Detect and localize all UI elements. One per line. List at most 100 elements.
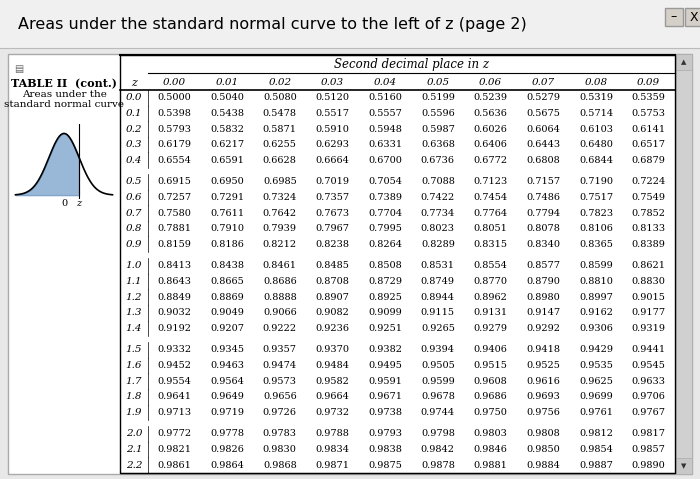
Text: 0.5832: 0.5832 — [210, 125, 244, 134]
Text: 0.9207: 0.9207 — [210, 324, 244, 333]
Text: 0.6844: 0.6844 — [579, 156, 613, 165]
Text: 0.6628: 0.6628 — [262, 156, 297, 165]
Text: 0.7517: 0.7517 — [579, 193, 613, 202]
Text: 0.9345: 0.9345 — [210, 345, 244, 354]
Text: 0.9767: 0.9767 — [631, 408, 666, 417]
Text: 0.6: 0.6 — [126, 193, 142, 202]
Text: 0.9671: 0.9671 — [368, 392, 402, 401]
Text: 0.7549: 0.7549 — [631, 193, 666, 202]
Text: 0.9429: 0.9429 — [579, 345, 613, 354]
Text: 0.8159: 0.8159 — [158, 240, 191, 249]
Text: X: X — [690, 11, 699, 23]
Text: 0.9656: 0.9656 — [263, 392, 297, 401]
Text: 0.7324: 0.7324 — [262, 193, 297, 202]
Text: 0.7054: 0.7054 — [368, 177, 402, 186]
Text: 0.6517: 0.6517 — [631, 140, 666, 149]
Text: 0.9881: 0.9881 — [474, 461, 508, 470]
Text: ▲: ▲ — [681, 59, 687, 65]
Text: 0.5910: 0.5910 — [316, 125, 349, 134]
Text: 0.9082: 0.9082 — [316, 308, 349, 317]
Text: 0.9803: 0.9803 — [474, 430, 508, 438]
Text: 0.9: 0.9 — [126, 240, 142, 249]
Text: 0.9726: 0.9726 — [262, 408, 297, 417]
Text: z: z — [76, 199, 82, 208]
Text: 0.8485: 0.8485 — [316, 262, 349, 270]
Text: 0.7939: 0.7939 — [262, 224, 297, 233]
Text: 0.8729: 0.8729 — [368, 277, 402, 286]
Text: 0.7580: 0.7580 — [158, 208, 191, 217]
Text: 0.2: 0.2 — [126, 125, 142, 134]
Text: 0.9192: 0.9192 — [158, 324, 191, 333]
Text: 0.8888: 0.8888 — [263, 293, 297, 302]
Text: 0.7: 0.7 — [126, 208, 142, 217]
Text: 0.7704: 0.7704 — [368, 208, 402, 217]
Text: ▤: ▤ — [14, 64, 23, 74]
Text: 0.9808: 0.9808 — [526, 430, 560, 438]
Text: 0.9788: 0.9788 — [316, 430, 349, 438]
Text: Areas under the standard normal curve to the left of z (page 2): Areas under the standard normal curve to… — [18, 17, 526, 33]
Text: 0.09: 0.09 — [637, 78, 660, 87]
Text: 0.8962: 0.8962 — [474, 293, 508, 302]
Text: 0.8238: 0.8238 — [316, 240, 349, 249]
Text: 0.9222: 0.9222 — [262, 324, 297, 333]
Text: 0.9884: 0.9884 — [526, 461, 560, 470]
Text: 0.9812: 0.9812 — [579, 430, 613, 438]
Text: 0.9778: 0.9778 — [210, 430, 244, 438]
Text: 0.9817: 0.9817 — [631, 430, 666, 438]
Text: 0.9857: 0.9857 — [631, 445, 666, 454]
Text: 0.9279: 0.9279 — [473, 324, 508, 333]
Text: 0.9406: 0.9406 — [474, 345, 508, 354]
Text: 0.9474: 0.9474 — [262, 361, 297, 370]
Text: 0.6103: 0.6103 — [579, 125, 613, 134]
Text: 0.7967: 0.7967 — [316, 224, 349, 233]
Text: 0.7257: 0.7257 — [158, 193, 191, 202]
Text: 0.5438: 0.5438 — [210, 109, 244, 118]
Text: 1.4: 1.4 — [126, 324, 142, 333]
Text: 0.9699: 0.9699 — [579, 392, 612, 401]
Text: 0.5948: 0.5948 — [368, 125, 402, 134]
Text: 0.02: 0.02 — [268, 78, 291, 87]
Text: 0.9732: 0.9732 — [316, 408, 349, 417]
Text: 0.6950: 0.6950 — [210, 177, 244, 186]
Text: 0.7224: 0.7224 — [631, 177, 666, 186]
Text: 0.9678: 0.9678 — [421, 392, 455, 401]
Text: 0.8790: 0.8790 — [526, 277, 560, 286]
Text: 0.9115: 0.9115 — [421, 308, 455, 317]
Text: 0.9625: 0.9625 — [579, 376, 613, 386]
Text: 0.7852: 0.7852 — [631, 208, 666, 217]
Text: 2.1: 2.1 — [126, 445, 142, 454]
Text: 0.5120: 0.5120 — [316, 93, 349, 103]
Text: 0.7881: 0.7881 — [158, 224, 191, 233]
Text: 1.1: 1.1 — [126, 277, 142, 286]
Text: 0.8944: 0.8944 — [421, 293, 455, 302]
Text: 0.9744: 0.9744 — [421, 408, 455, 417]
Text: z: z — [131, 78, 137, 88]
Text: 0.7190: 0.7190 — [579, 177, 613, 186]
Text: 0.9761: 0.9761 — [579, 408, 613, 417]
Bar — [676, 458, 692, 474]
Text: 0.1: 0.1 — [126, 109, 142, 118]
Bar — [665, 8, 683, 26]
Text: 0.9854: 0.9854 — [579, 445, 613, 454]
Text: 0.6915: 0.6915 — [158, 177, 191, 186]
Text: 0.7823: 0.7823 — [579, 208, 613, 217]
Bar — [0, 0, 700, 48]
Text: 0.9573: 0.9573 — [262, 376, 297, 386]
Text: 0.9864: 0.9864 — [210, 461, 244, 470]
Text: 0.5636: 0.5636 — [474, 109, 508, 118]
Text: 0.9015: 0.9015 — [631, 293, 666, 302]
Text: 0.9251: 0.9251 — [368, 324, 402, 333]
Text: 0.5517: 0.5517 — [316, 109, 349, 118]
Text: 0.9821: 0.9821 — [158, 445, 191, 454]
Text: 0.9131: 0.9131 — [473, 308, 508, 317]
Text: 0.8508: 0.8508 — [368, 262, 402, 270]
Text: 0.5753: 0.5753 — [631, 109, 666, 118]
Text: 0.5675: 0.5675 — [526, 109, 560, 118]
Text: Second decimal place in z: Second decimal place in z — [334, 58, 489, 71]
Text: 0.01: 0.01 — [216, 78, 239, 87]
Text: 0.8289: 0.8289 — [421, 240, 455, 249]
Text: 0.8051: 0.8051 — [474, 224, 508, 233]
Text: 1.7: 1.7 — [126, 376, 142, 386]
Text: 0.8389: 0.8389 — [631, 240, 666, 249]
Text: 0.9608: 0.9608 — [474, 376, 508, 386]
